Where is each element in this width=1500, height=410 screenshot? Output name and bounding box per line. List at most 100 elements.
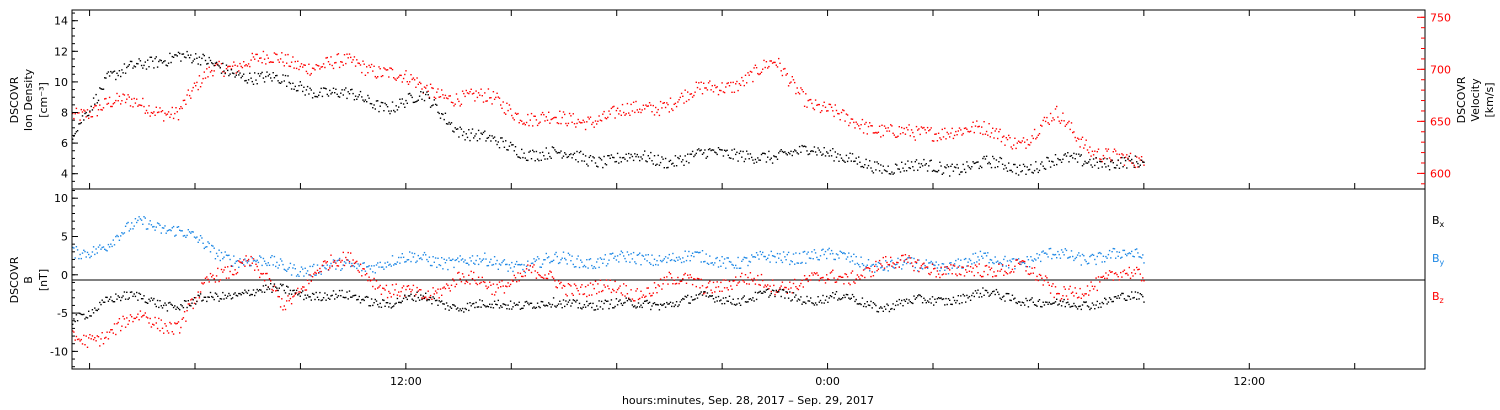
density-point [846, 160, 849, 163]
density-point [341, 89, 343, 91]
bx-point [460, 309, 463, 312]
by-point [174, 235, 176, 237]
bx-point [555, 306, 557, 308]
density-point [1013, 163, 1015, 166]
velocity-point [337, 53, 340, 55]
density-point [88, 114, 90, 117]
velocity-point [1112, 151, 1114, 153]
density-point [473, 137, 475, 139]
bz-point [1056, 293, 1058, 295]
velocity-point [485, 100, 487, 102]
bx-point [899, 302, 902, 305]
density-point [976, 161, 978, 163]
bx-point [110, 296, 112, 298]
velocity-point [1137, 166, 1139, 168]
density-point [851, 153, 854, 155]
bz-point [225, 277, 228, 279]
bx-point [470, 305, 472, 307]
by-point [570, 260, 572, 262]
density-point [572, 153, 574, 156]
bx-point [843, 294, 845, 296]
bz-point [771, 279, 774, 281]
by-point [229, 258, 231, 261]
density-point [1076, 161, 1079, 163]
bx-point [102, 301, 105, 303]
by-point [471, 255, 474, 257]
by-point [582, 266, 584, 268]
bz-point [981, 276, 983, 278]
velocity-point [484, 92, 486, 94]
velocity-point [391, 68, 394, 71]
velocity-point [415, 86, 417, 88]
density-ylabel-units: [cm⁻³] [37, 82, 50, 118]
velocity-point [347, 57, 349, 59]
bx-point [396, 297, 399, 300]
density-point [797, 153, 800, 155]
by-point [72, 246, 74, 249]
density-point [484, 130, 486, 132]
by-point [732, 264, 734, 266]
density-point [129, 60, 132, 63]
by-point [1134, 248, 1137, 251]
velocity-point [1043, 116, 1046, 119]
bx-point [212, 296, 214, 299]
velocity-point [659, 100, 662, 103]
bx-point [311, 292, 314, 295]
density-point [250, 77, 252, 79]
bx-point [346, 291, 348, 293]
density-point [134, 66, 137, 68]
density-point [812, 150, 814, 153]
bz-point [893, 263, 895, 265]
bz-point [618, 287, 620, 289]
bz-point [303, 286, 305, 288]
by-point [201, 237, 203, 239]
velocity-point [88, 117, 90, 119]
density-point [507, 149, 509, 151]
velocity-point [858, 125, 860, 127]
bx-point [137, 299, 139, 301]
bz-point [1057, 292, 1059, 295]
density-point [1110, 161, 1112, 163]
by-point [760, 253, 763, 256]
velocity-point [792, 79, 795, 81]
bx-point [498, 307, 501, 309]
bx-point [801, 303, 803, 305]
bz-point [277, 295, 279, 298]
bz-point [904, 254, 907, 256]
velocity-point [229, 65, 231, 68]
bz-point [500, 286, 502, 288]
density-point [539, 152, 541, 154]
bz-point [808, 275, 811, 277]
bz-point [182, 317, 185, 319]
velocity-point [340, 61, 342, 63]
velocity-point [95, 105, 97, 107]
bz-point [1000, 268, 1003, 271]
bx-point [904, 300, 907, 302]
velocity-point [191, 90, 193, 92]
bx-point [997, 291, 999, 293]
bx-point [550, 306, 552, 308]
by-point [149, 220, 151, 222]
velocity-point [928, 130, 930, 132]
by-point [302, 268, 304, 270]
by-point [329, 265, 331, 267]
velocity-point [313, 67, 315, 70]
velocity-point [778, 57, 780, 60]
velocity-point [1134, 166, 1137, 169]
velocity-point [814, 99, 817, 101]
by-point [845, 258, 848, 260]
velocity-point [373, 65, 375, 67]
density-point [707, 148, 710, 151]
by-point [904, 259, 907, 261]
velocity-point [769, 60, 771, 62]
velocity-point [244, 65, 246, 67]
bz-point [405, 288, 407, 291]
bz-point [1021, 260, 1023, 262]
bx-point [785, 291, 787, 293]
bx-point [835, 291, 838, 293]
density-point [925, 163, 927, 165]
velocity-point [272, 61, 274, 63]
bz-point [1047, 281, 1049, 284]
bx-point [1035, 304, 1037, 306]
velocity-point [801, 89, 803, 91]
